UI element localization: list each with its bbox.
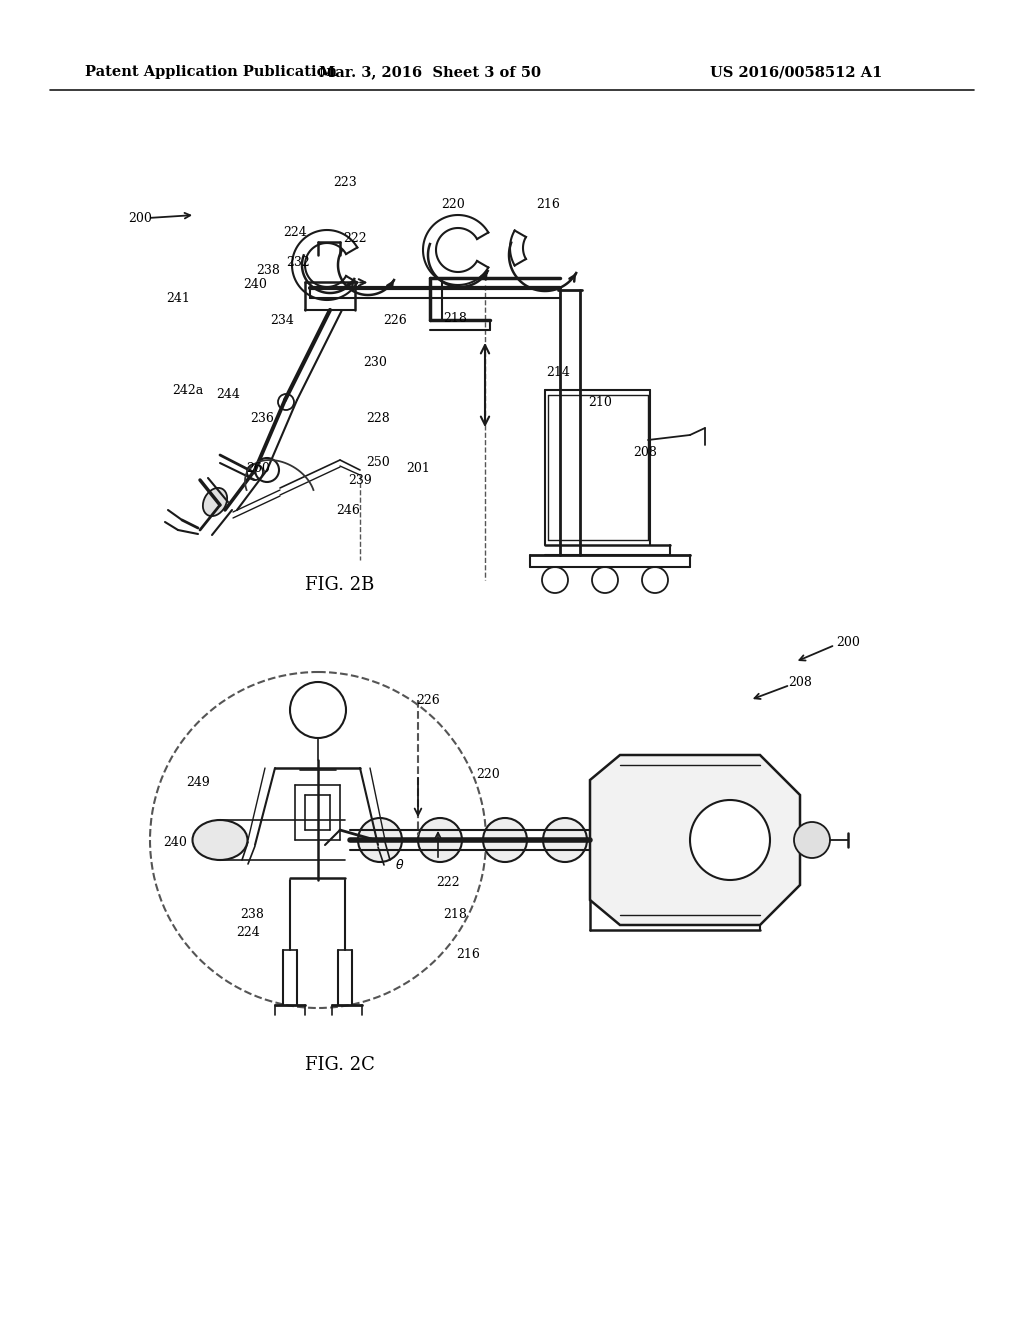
Text: 226: 226 <box>383 314 407 326</box>
Text: 240: 240 <box>163 836 187 849</box>
Circle shape <box>358 818 402 862</box>
Text: 218: 218 <box>443 312 467 325</box>
Text: 222: 222 <box>436 875 460 888</box>
Text: 238: 238 <box>240 908 264 921</box>
Text: 228: 228 <box>367 412 390 425</box>
Text: 224: 224 <box>283 227 307 239</box>
Text: FIG. 2B: FIG. 2B <box>305 576 375 594</box>
Text: FIG. 2C: FIG. 2C <box>305 1056 375 1074</box>
Text: Mar. 3, 2016  Sheet 3 of 50: Mar. 3, 2016 Sheet 3 of 50 <box>319 65 541 79</box>
Text: 216: 216 <box>456 949 480 961</box>
Text: 201: 201 <box>407 462 430 474</box>
Text: 246: 246 <box>336 503 360 516</box>
Circle shape <box>543 818 587 862</box>
Text: 220: 220 <box>476 768 500 781</box>
Text: 210: 210 <box>588 396 612 408</box>
Text: 260: 260 <box>246 462 270 474</box>
Text: 200: 200 <box>128 211 152 224</box>
Text: US 2016/0058512 A1: US 2016/0058512 A1 <box>710 65 883 79</box>
Text: 250: 250 <box>367 455 390 469</box>
Text: 214: 214 <box>546 366 570 379</box>
Text: 218: 218 <box>443 908 467 921</box>
Text: 224: 224 <box>237 925 260 939</box>
Circle shape <box>794 822 830 858</box>
Text: 244: 244 <box>216 388 240 401</box>
Text: 239: 239 <box>348 474 372 487</box>
Text: 238: 238 <box>256 264 280 276</box>
Text: 234: 234 <box>270 314 294 326</box>
Text: 242a: 242a <box>172 384 204 396</box>
Text: 208: 208 <box>633 446 657 458</box>
Text: 216: 216 <box>536 198 560 211</box>
Text: 220: 220 <box>441 198 465 211</box>
Text: 222: 222 <box>343 231 367 244</box>
Ellipse shape <box>193 820 248 861</box>
Polygon shape <box>590 755 800 925</box>
Text: 208: 208 <box>788 676 812 689</box>
Text: 223: 223 <box>333 177 357 190</box>
Text: 230: 230 <box>364 355 387 368</box>
Text: 236: 236 <box>250 412 274 425</box>
Ellipse shape <box>203 488 227 516</box>
Text: 232: 232 <box>286 256 310 268</box>
Text: 226: 226 <box>416 693 440 706</box>
Text: 249: 249 <box>186 776 210 788</box>
Text: 240: 240 <box>243 279 267 292</box>
Text: $\theta$: $\theta$ <box>395 858 404 873</box>
Text: Patent Application Publication: Patent Application Publication <box>85 65 337 79</box>
Text: 241: 241 <box>166 292 189 305</box>
Circle shape <box>418 818 462 862</box>
Text: 200: 200 <box>836 635 860 648</box>
Circle shape <box>483 818 527 862</box>
Circle shape <box>690 800 770 880</box>
